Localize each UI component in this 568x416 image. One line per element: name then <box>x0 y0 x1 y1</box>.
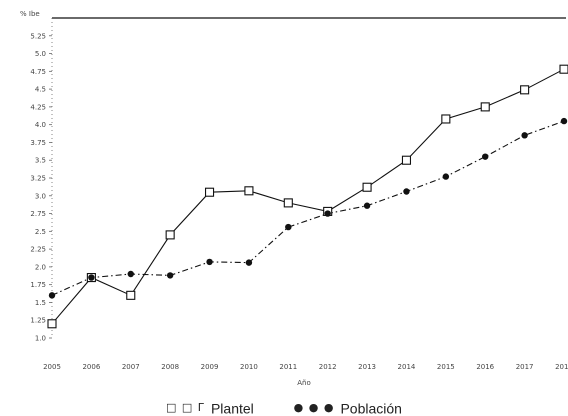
x-tick-label: 2005 <box>43 363 61 371</box>
y-tick-label: 1.75 <box>30 281 46 289</box>
y-tick-label: 4.5 <box>35 86 46 94</box>
x-tick-label: 2013 <box>358 363 376 371</box>
x-tick-label: 2016 <box>476 363 494 371</box>
x-axis-label: Año <box>297 379 311 387</box>
data-point-poblacion <box>88 274 95 281</box>
y-tick-label: 2.75 <box>30 210 46 218</box>
y-tick-label: 1.25 <box>30 317 46 325</box>
legend-label-plantel: Plantel <box>210 399 254 416</box>
data-point-poblacion <box>521 132 528 139</box>
x-tick-label: 2011 <box>279 363 297 371</box>
y-tick-label: 3.25 <box>30 175 46 183</box>
data-point-poblacion <box>48 292 56 299</box>
data-point-poblacion <box>285 223 292 231</box>
data-point-plantel <box>362 182 372 192</box>
data-point-poblacion <box>245 259 253 266</box>
y-tick-label: 3.75 <box>30 139 46 147</box>
data-point-poblacion <box>403 188 410 195</box>
y-tick-label: 2.5 <box>35 228 46 236</box>
data-point-poblacion <box>482 153 489 160</box>
x-tick-label: 2006 <box>82 363 100 371</box>
x-tick-label: 2009 <box>201 363 219 371</box>
data-point-plantel <box>244 186 254 196</box>
x-tick-label: 2007 <box>122 363 140 371</box>
legend-label-poblacion: Población <box>340 399 402 416</box>
y-tick-label: 3.5 <box>35 157 46 165</box>
data-point-poblacion <box>363 202 371 209</box>
data-point-plantel <box>520 85 530 95</box>
series-lines <box>51 68 565 325</box>
y-tick-label: 4.0 <box>35 121 46 129</box>
data-point-poblacion <box>560 117 568 125</box>
y-tick-label: 2.25 <box>30 246 46 254</box>
x-tick-label: 2010 <box>240 363 258 371</box>
x-tick-label: 2018 <box>555 363 568 371</box>
x-tick-label: 2017 <box>516 363 534 371</box>
y-axis-label: % Ibe <box>20 10 40 18</box>
data-point-plantel <box>480 102 490 112</box>
legend: □ □ Γ Plantel ● ● ● Población <box>0 398 568 416</box>
data-point-poblacion <box>442 173 450 180</box>
y-tick-label: 3.0 <box>35 192 46 200</box>
data-point-plantel <box>47 319 57 329</box>
x-tick-label: 2012 <box>319 363 337 371</box>
data-point-plantel <box>126 290 136 300</box>
data-point-plantel <box>283 198 293 208</box>
y-tick-label: 4.75 <box>30 68 46 76</box>
y-tick-label: 1.5 <box>35 299 46 307</box>
data-point-poblacion <box>206 258 213 266</box>
y-axis: 1.0 1.25 1.5 1.75 2.0 2.25 2.5 2.75 3.0 3.25 3.5 3.… <box>30 17 566 343</box>
data-point-poblacion <box>324 210 331 217</box>
y-tick-label: 5.0 <box>35 50 46 58</box>
x-axis: 2005 2006 2007 2008 2009 2010 2011 2012 2013 2014… <box>43 363 568 371</box>
data-point-poblacion <box>166 272 174 279</box>
x-tick-label: 2008 <box>161 363 179 371</box>
data-point-plantel <box>401 155 412 165</box>
legend-symbol-plantel: □ □ Γ <box>166 401 205 415</box>
series-line-poblacion <box>51 120 565 296</box>
x-tick-label: 2015 <box>437 363 455 371</box>
data-point-plantel <box>165 230 175 240</box>
y-tick-label: 1.0 <box>35 335 46 343</box>
series-markers <box>47 64 568 329</box>
data-point-poblacion <box>127 270 134 278</box>
data-point-plantel <box>204 187 215 197</box>
y-tick-label: 5.25 <box>30 32 46 40</box>
y-tick-label: 4.25 <box>30 103 46 111</box>
legend-symbol-poblacion: ● ● ● <box>293 401 335 415</box>
x-tick-label: 2014 <box>398 363 416 371</box>
series-line-plantel <box>51 68 565 325</box>
legend-item-poblacion: ● ● ● Población <box>294 399 402 416</box>
legend-item-plantel: □ □ Γ Plantel <box>166 399 254 416</box>
y-tick-label: 2.0 <box>35 263 46 271</box>
data-point-plantel <box>441 114 451 124</box>
data-point-plantel <box>559 64 568 74</box>
